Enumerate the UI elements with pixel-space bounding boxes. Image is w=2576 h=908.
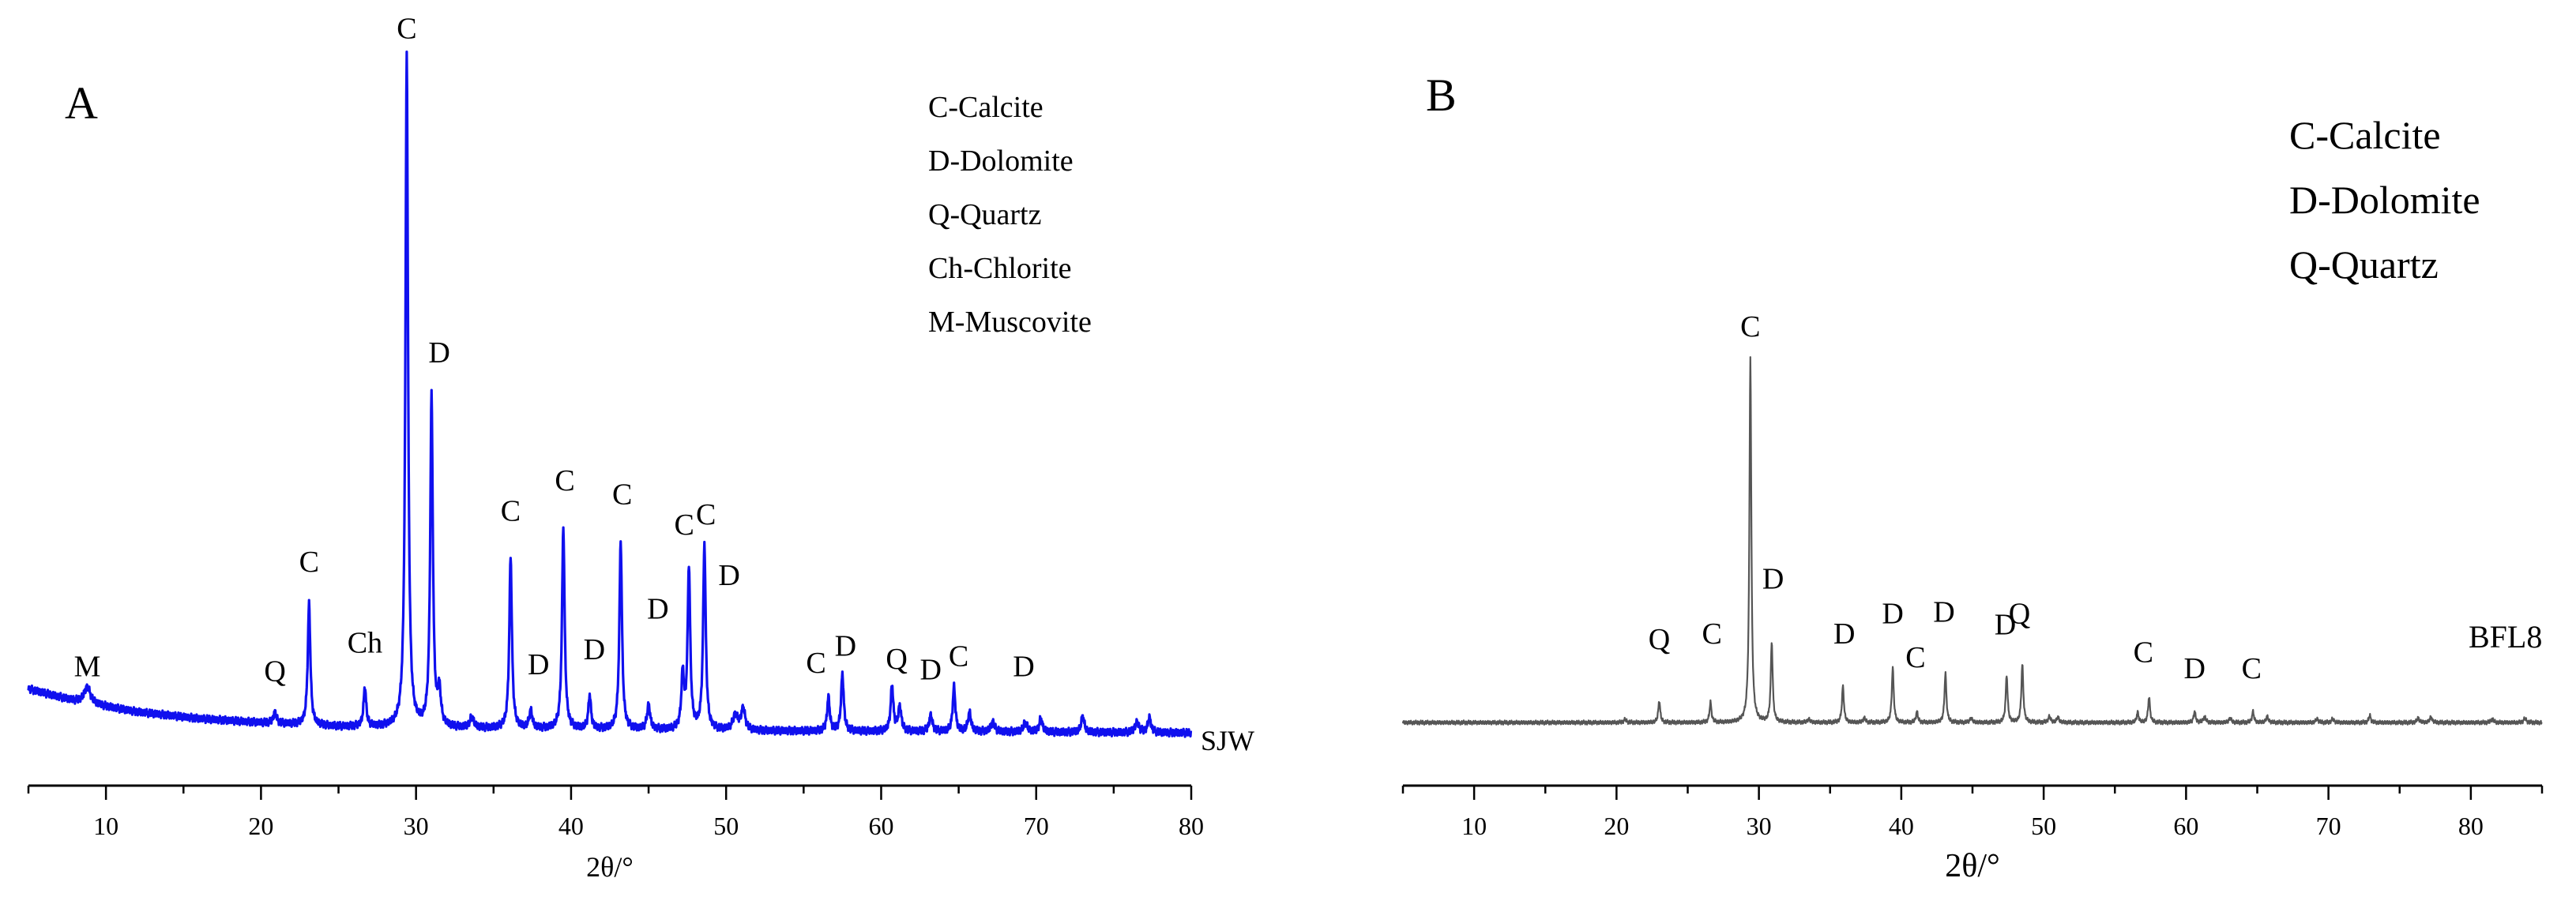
x-tick-label: 10 <box>1461 812 1487 840</box>
peak-label: Q <box>2009 598 2030 631</box>
peak-label: C <box>397 12 416 45</box>
peak-label: C <box>806 647 825 680</box>
peak-label: C <box>555 464 574 497</box>
legend-entry: D-Dolomite <box>2289 178 2480 222</box>
peak-label: C <box>1740 310 1760 343</box>
x-tick-label: 20 <box>248 812 273 840</box>
xrd-pattern-line <box>27 51 1193 738</box>
peak-label: D <box>1833 617 1855 651</box>
x-tick-label: 30 <box>404 812 429 840</box>
legend-entry: Q-Quartz <box>2289 242 2439 287</box>
peak-label: C <box>696 498 716 531</box>
peak-label: Q <box>886 643 907 676</box>
x-axis-title: 2θ/° <box>586 851 634 883</box>
xrd-pattern-line <box>1401 356 2543 726</box>
x-tick-label: 70 <box>2316 812 2341 840</box>
peak-label: D <box>1762 563 1784 596</box>
legend-entry: M-Muscovite <box>928 306 1092 339</box>
sample-name-label: BFL8 <box>2469 619 2542 655</box>
x-tick-label: 40 <box>558 812 584 840</box>
panel-label: A <box>65 77 98 129</box>
peak-label: D <box>718 559 739 592</box>
x-tick-label: 70 <box>1024 812 1049 840</box>
panel-label: B <box>1426 69 1457 121</box>
x-tick-label: 20 <box>1604 812 1629 840</box>
peak-label: D <box>528 648 549 681</box>
x-tick-label: 10 <box>93 812 118 840</box>
x-tick-label: 60 <box>2173 812 2198 840</box>
peak-label: Q <box>1649 623 1670 656</box>
peak-label: C <box>299 546 319 579</box>
peak-label: C <box>675 508 694 542</box>
peak-label: C <box>1905 641 1925 674</box>
x-tick-label: 30 <box>1747 812 1772 840</box>
x-axis-title: 2θ/° <box>1945 848 2000 884</box>
peak-label: D <box>1882 598 1903 631</box>
peak-label: D <box>1013 650 1034 683</box>
peak-label: D <box>1933 595 1954 628</box>
x-tick-label: 80 <box>1179 812 1204 840</box>
peak-label: Ch <box>348 626 382 659</box>
legend-entry: D-Dolomite <box>928 144 1074 178</box>
legend-entry: Q-Quartz <box>928 198 1041 231</box>
legend-entry: Ch-Chlorite <box>928 252 1072 285</box>
peak-label: C <box>612 478 632 511</box>
peak-label: C <box>2134 636 2153 669</box>
x-tick-label: 40 <box>1889 812 1914 840</box>
peak-label: D <box>1995 609 2016 642</box>
peak-label: Q <box>264 655 285 688</box>
peak-label: C <box>2242 652 2262 685</box>
peak-label: C <box>949 640 968 673</box>
peak-label: M <box>74 650 101 683</box>
x-tick-label: 50 <box>713 812 739 840</box>
legend-entry: C-Calcite <box>928 91 1044 124</box>
peak-label: D <box>584 633 605 666</box>
x-tick-label: 60 <box>868 812 893 840</box>
sample-name-label: SJW <box>1201 725 1254 756</box>
peak-label: D <box>647 593 668 626</box>
peak-label: D <box>835 630 856 663</box>
peak-label: D <box>428 336 449 370</box>
x-tick-label: 50 <box>2031 812 2056 840</box>
peak-label: C <box>501 495 521 528</box>
peak-label: D <box>920 654 942 687</box>
x-tick-label: 80 <box>2458 812 2484 840</box>
legend-entry: C-Calcite <box>2289 113 2441 157</box>
peak-label: D <box>2183 652 2205 685</box>
peak-label: C <box>1702 617 1721 651</box>
